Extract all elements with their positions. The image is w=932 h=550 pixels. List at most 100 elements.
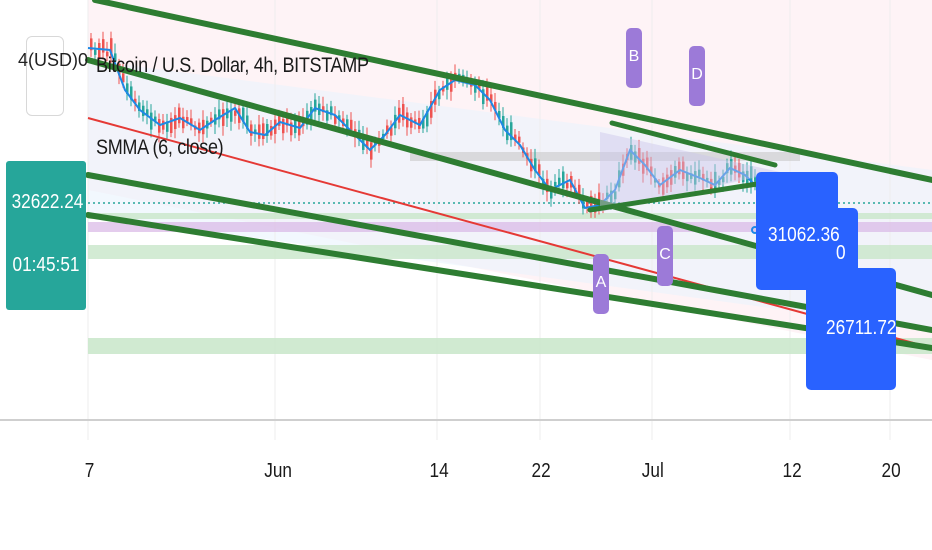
candle-body bbox=[134, 98, 137, 104]
candle-body bbox=[610, 190, 613, 206]
candle-body bbox=[166, 121, 169, 132]
candle-body bbox=[582, 196, 585, 209]
candle-body bbox=[586, 201, 589, 207]
candle-body bbox=[170, 117, 173, 134]
wave-label-d[interactable]: D bbox=[689, 46, 705, 106]
candle-body bbox=[722, 176, 725, 183]
candle-body bbox=[98, 43, 101, 58]
candle-body bbox=[150, 112, 153, 130]
candle-body bbox=[438, 90, 441, 100]
smma-line bbox=[87, 47, 761, 210]
candle-body bbox=[446, 77, 449, 90]
candle-body bbox=[218, 109, 221, 120]
price-tag-box-3[interactable] bbox=[806, 268, 896, 390]
green-band-1 bbox=[88, 213, 932, 219]
candle-body bbox=[490, 94, 493, 102]
candle-body bbox=[694, 171, 697, 185]
candle-body bbox=[686, 173, 689, 182]
candle-body bbox=[494, 101, 497, 111]
currency-label: 4(USD)0 bbox=[18, 50, 88, 71]
candle-body bbox=[242, 107, 245, 122]
x-tick-14: 14 bbox=[429, 460, 449, 482]
candle-body bbox=[706, 177, 709, 183]
candle-body bbox=[730, 159, 733, 175]
last-price-value: 32622.24 bbox=[11, 191, 84, 213]
price-tag-31062: 31062.36 bbox=[768, 224, 840, 246]
candle-body bbox=[410, 117, 413, 128]
candle-body bbox=[690, 173, 693, 179]
candle-body bbox=[750, 166, 753, 185]
candle-body bbox=[190, 118, 193, 126]
candle-body bbox=[258, 124, 261, 139]
candle-body bbox=[154, 116, 157, 121]
candle-body bbox=[578, 184, 581, 198]
candle-body bbox=[638, 148, 641, 164]
candle-body bbox=[606, 192, 609, 200]
candle-body bbox=[130, 86, 133, 100]
candle-body bbox=[286, 116, 289, 126]
x-tick-jun: Jun bbox=[264, 460, 292, 482]
price-tag-26711: 26711.72 bbox=[826, 317, 897, 339]
price-scale-button[interactable] bbox=[26, 36, 64, 116]
triangle-pattern bbox=[600, 132, 780, 212]
candle-body bbox=[422, 118, 425, 129]
candle-body bbox=[278, 116, 281, 126]
candle-body bbox=[450, 77, 453, 92]
purple-band bbox=[88, 222, 932, 232]
candle-body bbox=[102, 39, 105, 53]
candle-body bbox=[418, 117, 421, 129]
candle-body bbox=[366, 135, 369, 148]
candle-body bbox=[550, 188, 553, 199]
candle-body bbox=[666, 174, 669, 188]
candle-body bbox=[414, 119, 417, 124]
symbol-title[interactable]: Bitcoin / U.S. Dollar, 4h, BITSTAMP bbox=[96, 54, 369, 77]
candle-body bbox=[262, 123, 265, 139]
candle-body bbox=[510, 122, 513, 141]
candle-body bbox=[142, 105, 145, 117]
candle-body bbox=[614, 191, 617, 200]
currency-code: USD bbox=[34, 50, 73, 70]
candle-body bbox=[406, 112, 409, 128]
candle-body bbox=[478, 83, 481, 90]
currency-clip-left: 4( bbox=[18, 50, 35, 70]
bar-countdown: 01:45:51 bbox=[12, 254, 80, 276]
candle-body bbox=[310, 107, 313, 125]
candle-body bbox=[182, 116, 185, 129]
candle-body bbox=[222, 109, 225, 126]
candle-body bbox=[486, 87, 489, 101]
candle-body bbox=[146, 109, 149, 116]
candle-body bbox=[662, 177, 665, 195]
candle-body bbox=[186, 117, 189, 122]
candle-body bbox=[322, 106, 325, 113]
candle-body bbox=[122, 73, 125, 83]
candle-body bbox=[230, 110, 233, 122]
candle-body bbox=[330, 106, 333, 116]
candle-body bbox=[646, 157, 649, 171]
candle-body bbox=[254, 129, 257, 134]
price-tag-clipped: 0 bbox=[836, 242, 846, 264]
candle-body bbox=[94, 49, 97, 55]
candle-body bbox=[334, 114, 337, 124]
candle-body bbox=[538, 164, 541, 176]
candle-body bbox=[158, 119, 161, 133]
wave-label-a[interactable]: A bbox=[593, 254, 609, 314]
x-tick-7: 7 bbox=[84, 460, 95, 482]
candle-body bbox=[174, 115, 177, 130]
candle-body bbox=[126, 83, 129, 94]
indicator-title[interactable]: SMMA (6, close) bbox=[96, 136, 224, 159]
candle-body bbox=[338, 115, 341, 120]
last-price-badge: 32622.24 01:45:51 bbox=[6, 161, 86, 310]
candle-body bbox=[314, 99, 317, 112]
wave-label-c[interactable]: C bbox=[657, 226, 673, 286]
candle-body bbox=[534, 158, 537, 172]
resistance-band bbox=[410, 152, 800, 161]
wave-label-b[interactable]: B bbox=[626, 28, 642, 88]
candle-body bbox=[498, 110, 501, 118]
candle-body bbox=[110, 38, 113, 56]
candle-body bbox=[294, 117, 297, 133]
candle-body bbox=[502, 116, 505, 128]
green-band-3 bbox=[88, 338, 932, 354]
candle-body bbox=[650, 166, 653, 177]
candle-body bbox=[518, 136, 521, 143]
